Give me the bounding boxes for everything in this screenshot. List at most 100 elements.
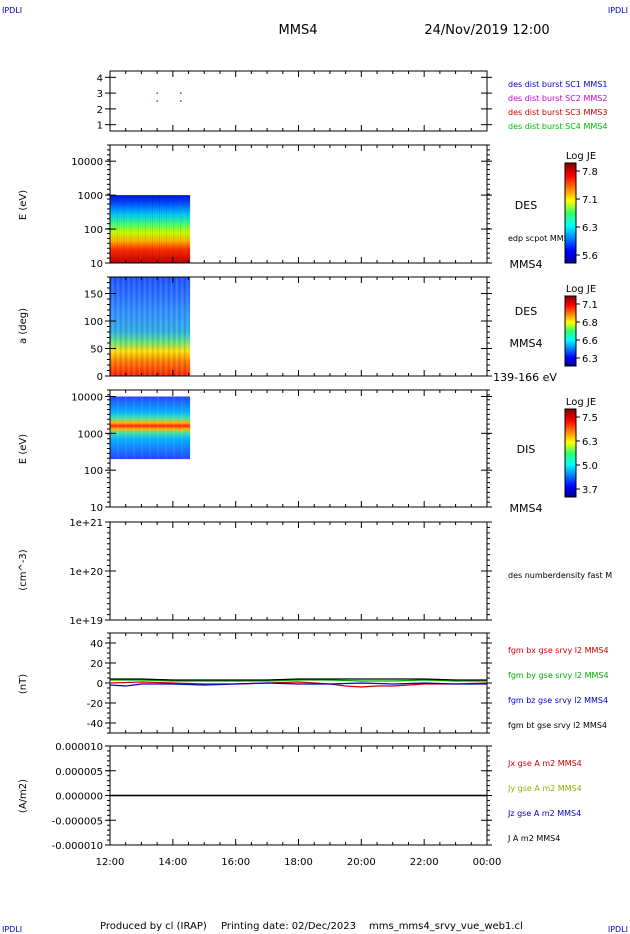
y-tick-label: -40 [87,719,103,730]
y-axis-label: E (eV) [18,190,29,220]
side-label-des: DES [515,199,537,212]
x-tick-label: 20:00 [347,857,376,868]
y-tick-label: 100 [84,317,103,328]
y-axis-label: (nT) [18,674,29,694]
under-label: MMS4 [510,502,543,515]
corner-label-bottom-right: IPDLI [608,925,628,934]
panel-dis-energy: 10000 1000 100 10 E (eV) DIS Log JE 7.5 6.3 5.0 3.… [18,389,598,515]
y-tick-label: 10 [90,503,103,514]
colorbar-tick-label: 6.3 [582,354,598,365]
side-label-des: DES [515,305,537,318]
panel-density: 1e+21 1e+20 1e+19 (cm^-3) des numberdensity … [18,518,612,627]
y-tick-label: 20 [90,659,103,670]
x-tick-label: 00:00 [473,857,502,868]
y-tick-label: 0.000000 [55,792,103,803]
header-datetime: 24/Nov/2019 12:00 [424,23,549,38]
under-label: 139-166 eV [493,371,557,384]
x-tick-label: 16:00 [221,857,250,868]
corner-label-top-right: IPDLI [608,6,628,15]
legend-entry: des dist burst SC3 MMS3 [508,108,607,117]
burst-point [180,92,182,94]
y-axis-label: (A/m2) [18,779,29,813]
footer-printing-date: Printing date: 02/Dec/2023 [221,921,356,932]
colorbar-tick-label: 6.3 [582,437,598,448]
side-label-mms4: MMS4 [510,337,543,350]
legend-entry: J A m2 MMS4 [507,834,560,843]
x-tick-label: 18:00 [284,857,313,868]
legend-entry: Jx gse A m2 MMS4 [507,759,582,768]
fgm-series-line [110,679,487,682]
y-tick-label: 40 [90,639,103,650]
y-axis-label: E (eV) [18,434,29,464]
y-tick-label: 0.000005 [55,767,103,778]
colorbar-tick-label: 7.1 [582,195,598,206]
y-tick-label: 50 [90,345,103,356]
corner-label-top-left: IPDLI [2,6,22,15]
legend-entry: des dist burst SC2 MMS2 [508,94,607,103]
under-label: MMS4 [510,258,543,271]
panel-frame [109,521,488,621]
fgm-series-line [110,678,487,681]
dis-energy-spectrogram [110,396,191,460]
footer-produced-by: Produced by cl (IRAP) [100,921,207,932]
y-tick-label: 1000 [78,191,103,202]
colorbar-tick-label: 5.6 [582,251,598,262]
y-tick-label: 100 [84,466,103,477]
colorbar [564,295,577,367]
y-tick-label: 3 [97,89,103,100]
colorbar-title: Log JE [566,151,596,162]
panel-current: 0.000010 0.000005 0.000000 -0.000005 -0.0000… [18,742,582,852]
corner-label-bottom-left: IPDLI [2,925,22,934]
legend-entry: Jy gse A m2 MMS4 [507,784,582,793]
y-axis-label: (cm^-3) [18,549,29,590]
panel-fgm: 40 20 0 -20 -40 (nT) fgm bx gse srvy l2 MMS4 fg… [18,632,609,734]
des-energy-spectrogram [110,195,191,263]
colorbar-tick-label: 7.1 [582,300,598,311]
y-tick-label: 10000 [71,157,103,168]
footer-filename: mms_mms4_srvy_vue_web1.cl [369,921,523,932]
burst-point [180,100,182,102]
colorbar-title: Log JE [566,284,596,295]
y-tick-label: 0 [97,372,103,383]
x-tick-label: 22:00 [410,857,439,868]
x-tick-label: 14:00 [158,857,187,868]
legend-entry: fgm bt gse srvy l2 MMS4 [508,721,607,730]
legend-entry: Jz gse A m2 MMS4 [507,809,581,818]
y-tick-label: 1e+20 [69,567,103,578]
fgm-series-line [109,682,487,687]
side-label-scpot: edp scpot MMS4 [508,234,574,243]
y-tick-label: 1e+21 [69,518,103,529]
side-label-dis: DIS [517,443,536,456]
y-tick-label: 10 [90,259,103,270]
colorbar [564,408,577,498]
x-tick-label: 12:00 [96,857,125,868]
colorbar-tick-label: 7.8 [582,167,598,178]
y-tick-label: 100 [84,225,103,236]
y-tick-label: 1 [97,121,103,132]
legend-entry: des dist burst SC1 MMS1 [508,80,607,89]
y-tick-label: -20 [87,699,103,710]
colorbar-tick-label: 6.6 [582,336,598,347]
y-tick-label: -0.000010 [52,841,103,852]
colorbar-tick-label: 6.8 [582,318,598,329]
x-axis: 12:00 14:00 16:00 18:00 20:00 22:00 00:00 [96,857,502,868]
y-tick-label: 0 [97,679,103,690]
header-spacecraft: MMS4 [279,23,318,38]
y-tick-label: 1000 [78,429,103,440]
fgm-series-line [109,681,488,688]
panel-des-pitch: 150 100 50 0 a (deg) DES MMS4 Log JE 7.1 6.8 6.6 6.… [18,276,598,384]
burst-point [156,92,158,94]
y-tick-label: 10000 [71,392,103,403]
colorbar-tick-label: 5.0 [582,461,598,472]
panel-des-energy: 10000 1000 100 10 E (eV) DES edp scpot MMS4 Log… [18,144,598,271]
colorbar-tick-label: 3.7 [582,485,598,496]
y-axis-label: a (deg) [18,308,29,344]
legend-entry: fgm bx gse srvy l2 MMS4 [508,646,609,655]
y-tick-label: 2 [97,105,103,116]
colorbar-title: Log JE [566,397,596,408]
legend-entry: des numberdensity fast M [508,571,612,580]
legend-entry: fgm bz gse srvy l2 MMS4 [508,696,608,705]
colorbar-tick-label: 7.5 [582,413,598,424]
y-tick-label: 0.000010 [55,742,103,753]
